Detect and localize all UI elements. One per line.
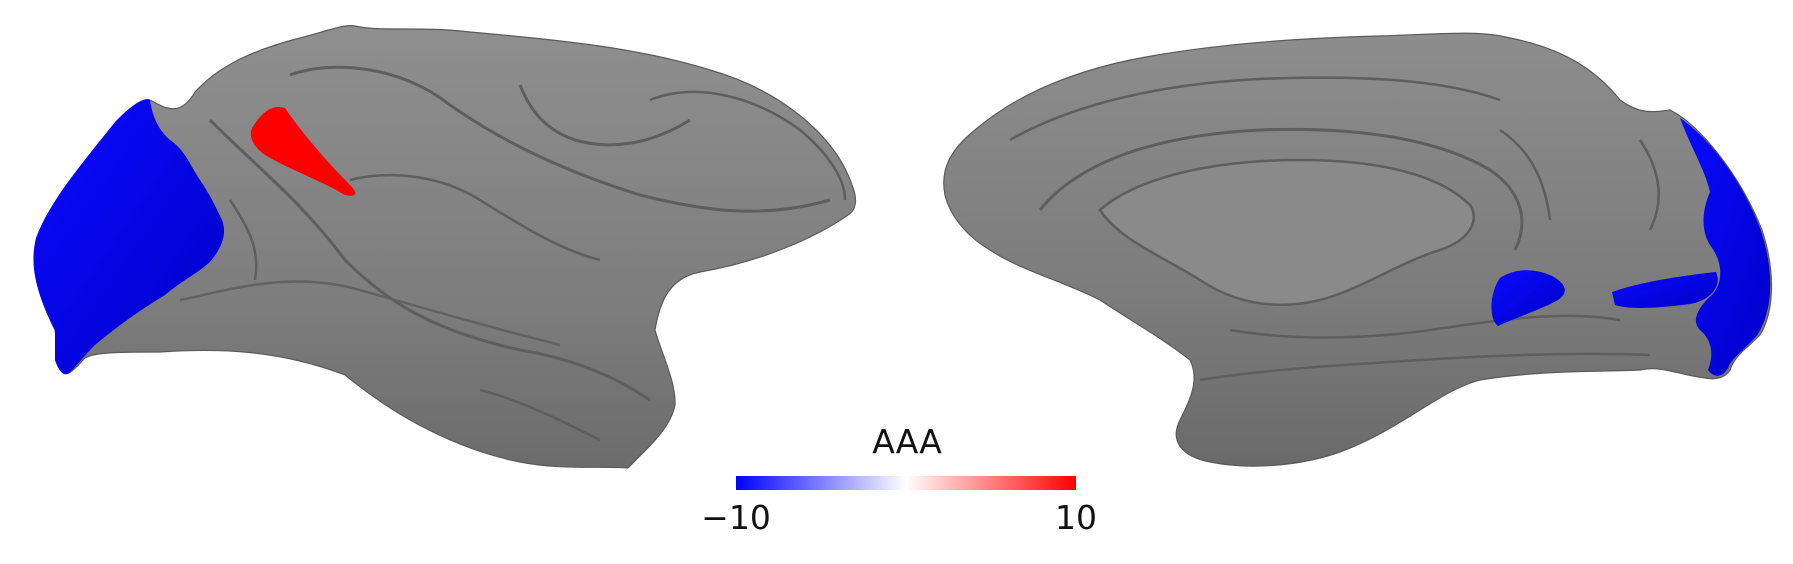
lateral-sulcus-5 (179, 280, 561, 347)
colorbar-gradient (736, 476, 1076, 490)
medial-sulcus-4 (1199, 352, 1651, 382)
colorbar-min-label: −10 (701, 498, 771, 537)
medial-sulcus-1 (1009, 76, 1501, 142)
medial-sulcus-5 (1638, 139, 1660, 231)
colorbar-title: AAA (872, 422, 942, 461)
lateral-sulcus-4 (649, 90, 847, 201)
lateral-sulcus-7 (349, 173, 601, 262)
lateral-sulcus-1 (208, 118, 651, 402)
medial-view (943, 32, 1773, 467)
lateral-sulcus-6 (228, 199, 258, 281)
medial-region-blue-ventral (1491, 270, 1565, 326)
medial-callosal-outer (1038, 127, 1524, 251)
lateral-region-blue (33, 99, 225, 375)
medial-sulcus-3 (1229, 314, 1621, 339)
colorbar-max-label: 10 (1055, 498, 1097, 537)
medial-region-blue-band (1612, 272, 1718, 308)
medial-region-blue-occipital (1680, 118, 1771, 376)
lateral-sulcus-2 (289, 65, 831, 213)
medial-sulcus-2 (1499, 128, 1552, 221)
lateral-sulcus-3 (518, 84, 691, 147)
lateral-region-red (250, 106, 356, 196)
medial-callosal-inner (1098, 158, 1475, 306)
lateral-surface (34, 25, 857, 469)
lateral-view (33, 25, 857, 469)
lateral-sulcus-8 (479, 388, 601, 442)
